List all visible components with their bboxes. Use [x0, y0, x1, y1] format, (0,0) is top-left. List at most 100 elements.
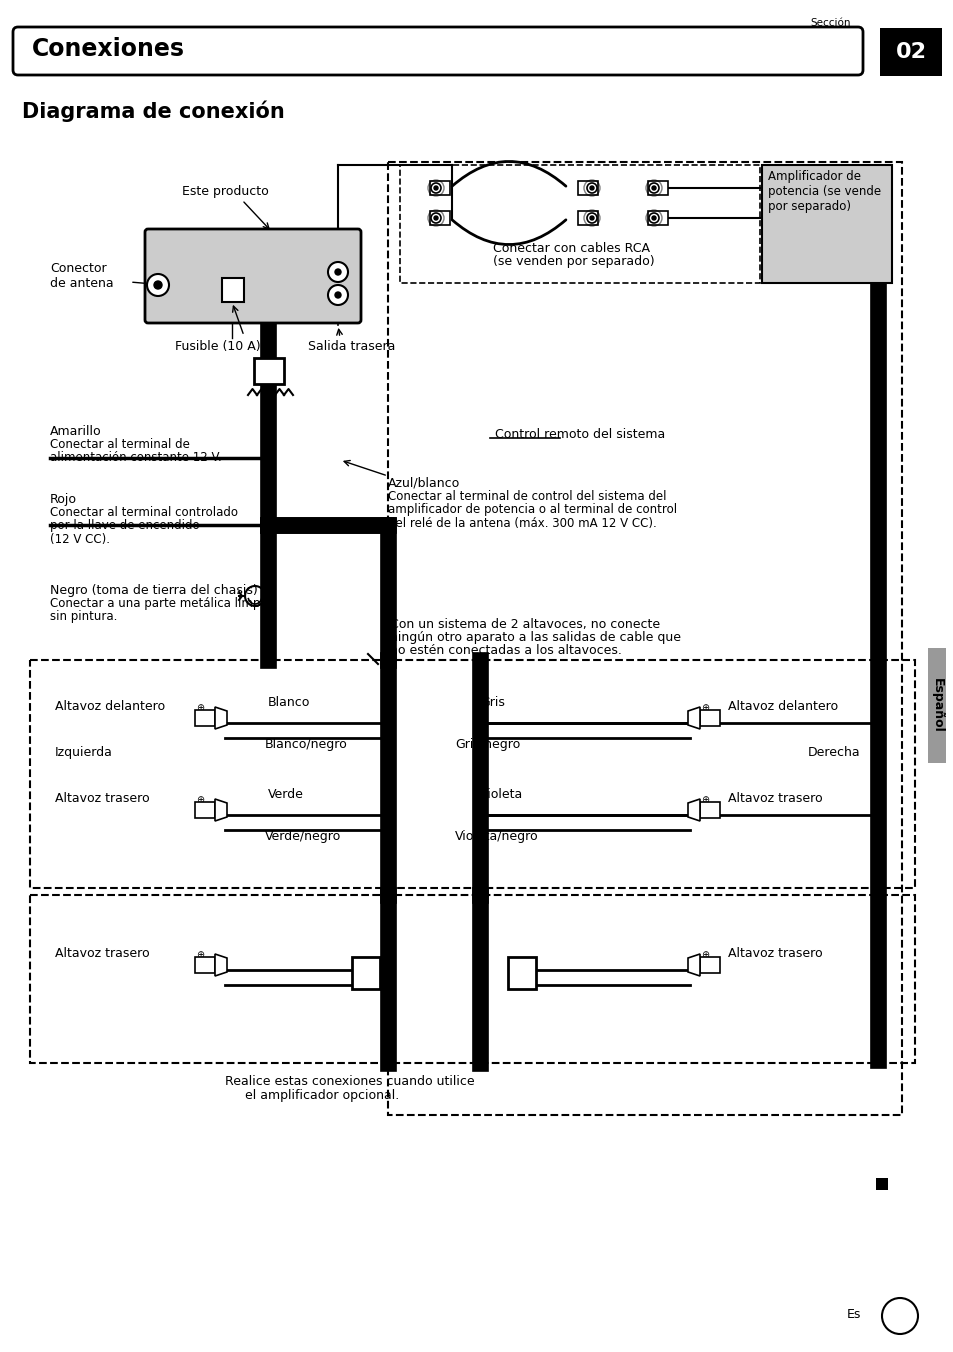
Text: Conectar a una parte metálica limpia,: Conectar a una parte metálica limpia,	[50, 598, 274, 610]
Text: Azul/blanco: Azul/blanco	[388, 476, 459, 489]
Polygon shape	[214, 707, 227, 729]
Text: Sección: Sección	[809, 18, 850, 28]
Text: Altavoz trasero: Altavoz trasero	[55, 792, 150, 804]
Text: Izquierda: Izquierda	[55, 746, 112, 758]
Circle shape	[328, 262, 348, 283]
Text: por la llave de encendido: por la llave de encendido	[50, 519, 199, 531]
Circle shape	[147, 274, 169, 296]
Text: no estén conectadas a los altavoces.: no estén conectadas a los altavoces.	[390, 644, 621, 657]
Circle shape	[153, 281, 162, 289]
Text: alimentación constante 12 V.: alimentación constante 12 V.	[50, 452, 221, 464]
Circle shape	[434, 187, 437, 191]
Circle shape	[434, 216, 437, 220]
Circle shape	[586, 214, 597, 223]
Text: Con un sistema de 2 altavoces, no conecte: Con un sistema de 2 altavoces, no conect…	[390, 618, 659, 631]
Text: ⊕: ⊕	[195, 795, 204, 804]
Text: Salida trasera: Salida trasera	[308, 339, 395, 353]
Text: Es: Es	[846, 1309, 861, 1321]
Bar	[647, 211, 667, 224]
Text: Verde/negro: Verde/negro	[265, 830, 341, 844]
Text: Altavoz trasero: Altavoz trasero	[727, 946, 821, 960]
Text: Violeta/negro: Violeta/negro	[455, 830, 538, 844]
Bar	[352, 957, 379, 990]
Text: ⊖: ⊖	[195, 808, 204, 818]
Polygon shape	[687, 955, 700, 976]
Text: Español: Español	[929, 677, 943, 733]
Text: 51: 51	[888, 1309, 909, 1324]
Circle shape	[648, 214, 659, 223]
Text: Blanco/negro: Blanco/negro	[265, 738, 348, 750]
Text: ⊖: ⊖	[195, 963, 204, 973]
Bar	[578, 211, 598, 224]
Text: 02: 02	[895, 42, 925, 62]
Text: ⊕: ⊕	[700, 795, 708, 804]
Bar	[700, 802, 720, 818]
Text: Violeta: Violeta	[479, 788, 522, 800]
Text: Conectar con cables RCA: Conectar con cables RCA	[493, 242, 649, 256]
Text: Amplificador de
potencia (se vende
por separado): Amplificador de potencia (se vende por s…	[767, 170, 881, 214]
Bar	[30, 895, 914, 1063]
Bar	[194, 957, 214, 973]
Bar	[879, 28, 941, 76]
Text: Rojo: Rojo	[50, 493, 77, 506]
Polygon shape	[687, 799, 700, 821]
FancyBboxPatch shape	[13, 27, 862, 74]
Text: Negro (toma de tierra del chasis): Negro (toma de tierra del chasis)	[50, 584, 257, 598]
Bar	[647, 181, 667, 195]
Circle shape	[589, 216, 594, 220]
Text: ⊖: ⊖	[700, 717, 708, 726]
Polygon shape	[214, 955, 227, 976]
Text: Conectar al terminal de: Conectar al terminal de	[50, 438, 190, 452]
Bar	[388, 162, 901, 1115]
FancyBboxPatch shape	[145, 228, 360, 323]
Text: ⊖: ⊖	[700, 808, 708, 818]
Circle shape	[882, 1298, 917, 1334]
Bar	[194, 802, 214, 818]
Text: ⊕: ⊕	[700, 703, 708, 713]
Circle shape	[586, 183, 597, 193]
Text: Blanco: Blanco	[268, 696, 310, 708]
Text: Gris/negro: Gris/negro	[455, 738, 519, 750]
Text: Gris: Gris	[479, 696, 504, 708]
Bar	[430, 181, 450, 195]
Text: ⊕: ⊕	[195, 703, 204, 713]
Text: Amarillo: Amarillo	[50, 425, 102, 438]
Circle shape	[328, 285, 348, 306]
Text: Conectar al terminal de control del sistema del: Conectar al terminal de control del sist…	[388, 489, 666, 503]
Circle shape	[431, 214, 440, 223]
Text: (se venden por separado): (se venden por separado)	[493, 256, 654, 268]
Text: ⊖: ⊖	[700, 963, 708, 973]
Text: amplificador de potencia o al terminal de control: amplificador de potencia o al terminal d…	[388, 503, 677, 516]
Bar	[761, 165, 891, 283]
Text: ningún otro aparato a las salidas de cable que: ningún otro aparato a las salidas de cab…	[390, 631, 680, 644]
Bar	[253, 358, 284, 384]
Text: Diagrama de conexión: Diagrama de conexión	[22, 100, 284, 122]
Bar	[222, 279, 244, 301]
Polygon shape	[214, 799, 227, 821]
Bar	[700, 957, 720, 973]
Text: Verde: Verde	[268, 788, 304, 800]
Bar	[430, 211, 450, 224]
Text: Conector
de antena: Conector de antena	[50, 262, 113, 289]
Text: Altavoz delantero: Altavoz delantero	[727, 700, 838, 713]
Bar	[399, 165, 760, 283]
Text: Realice estas conexiones cuando utilice: Realice estas conexiones cuando utilice	[225, 1075, 475, 1088]
Text: Altavoz trasero: Altavoz trasero	[55, 946, 150, 960]
Bar	[507, 957, 536, 990]
Circle shape	[335, 292, 340, 297]
Text: Conectar al terminal controlado: Conectar al terminal controlado	[50, 506, 237, 519]
Bar	[194, 710, 214, 726]
Text: Conexiones: Conexiones	[32, 37, 185, 61]
Text: ⊕: ⊕	[195, 950, 204, 960]
Circle shape	[651, 187, 656, 191]
Circle shape	[335, 269, 340, 274]
Bar	[700, 710, 720, 726]
Text: Control remoto del sistema: Control remoto del sistema	[495, 429, 664, 441]
Text: sin pintura.: sin pintura.	[50, 610, 117, 623]
Text: ⊕: ⊕	[700, 950, 708, 960]
Circle shape	[648, 183, 659, 193]
Polygon shape	[687, 707, 700, 729]
Text: ⊖: ⊖	[195, 717, 204, 726]
Text: del relé de la antena (máx. 300 mA 12 V CC).: del relé de la antena (máx. 300 mA 12 V …	[388, 516, 656, 530]
Circle shape	[431, 183, 440, 193]
